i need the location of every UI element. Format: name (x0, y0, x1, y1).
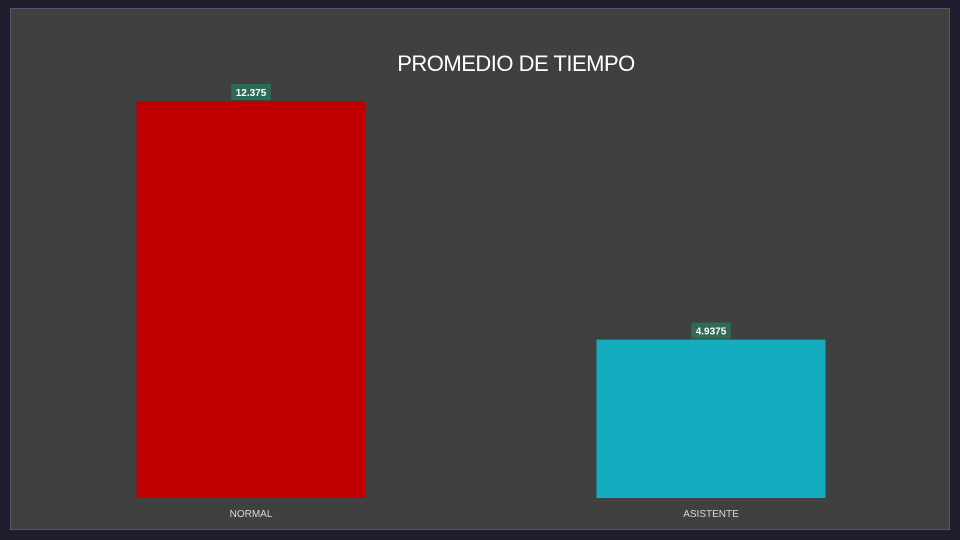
labels-layer: 12.375 NORMAL 4.9375 ASISTENTE (230, 84, 739, 520)
category-label-asistente: ASISTENTE (683, 509, 739, 520)
category-label-normal: NORMAL (230, 509, 273, 520)
data-label-normal: 12.375 (236, 88, 267, 99)
data-label-box-asistente (691, 322, 731, 339)
data-label-asistente: 4.9375 (696, 327, 727, 338)
bars-layer (136, 101, 826, 498)
bar-normal (136, 101, 366, 498)
data-label-box-normal (231, 84, 271, 100)
bar-asistente (596, 339, 826, 498)
chart-title: PROMEDIO DE TIEMPO (397, 51, 635, 76)
